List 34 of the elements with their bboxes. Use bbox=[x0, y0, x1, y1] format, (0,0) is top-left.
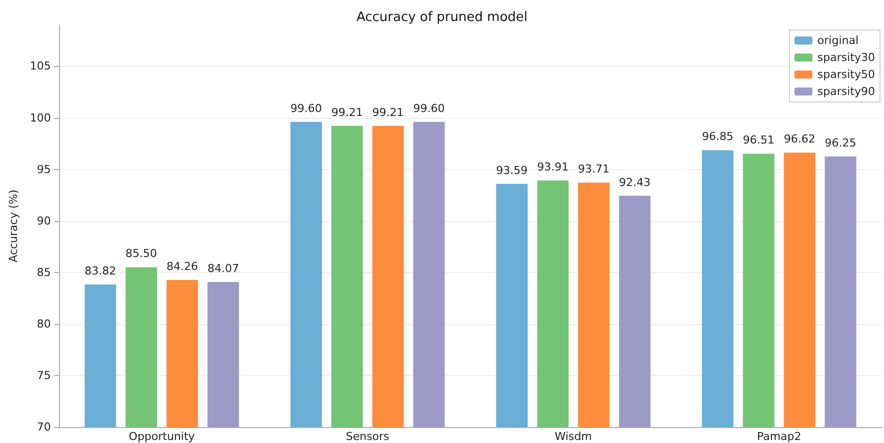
data-label: 96.51 bbox=[742, 134, 774, 147]
data-label: 96.62 bbox=[784, 132, 816, 146]
y-tick-label: 80 bbox=[36, 317, 51, 330]
legend-label: sparsity30 bbox=[817, 51, 876, 64]
y-tick-label: 105 bbox=[30, 60, 51, 73]
x-tick-label: Wisdm bbox=[554, 430, 592, 443]
data-label: 99.60 bbox=[413, 102, 445, 115]
y-tick-label: 85 bbox=[36, 266, 51, 279]
data-label: 93.71 bbox=[578, 162, 610, 176]
data-label: 85.50 bbox=[126, 247, 158, 260]
y-tick-label: 100 bbox=[30, 111, 51, 124]
y-tick-label: 95 bbox=[36, 162, 51, 176]
data-label: 99.21 bbox=[331, 106, 363, 119]
x-tick-label: Opportunity bbox=[128, 430, 196, 443]
data-label: 99.60 bbox=[290, 102, 322, 115]
data-label: 92.43 bbox=[619, 176, 651, 189]
y-tick-label: 90 bbox=[36, 214, 51, 228]
legend-label: sparsity50 bbox=[817, 68, 876, 81]
y-tick-label: 70 bbox=[36, 420, 51, 434]
data-label: 84.07 bbox=[207, 262, 239, 275]
data-label: 99.21 bbox=[372, 106, 404, 119]
data-label: 83.82 bbox=[84, 264, 116, 278]
legend-label: original bbox=[817, 34, 859, 47]
chart-title: Accuracy of pruned model bbox=[356, 10, 528, 25]
y-axis-title: Accuracy (%) bbox=[7, 190, 20, 262]
data-label: 93.91 bbox=[537, 160, 569, 174]
data-label: 96.25 bbox=[824, 136, 856, 150]
data-label: 96.85 bbox=[702, 130, 734, 144]
x-tick-label: Sensors bbox=[346, 430, 390, 443]
x-tick-label: Pamap2 bbox=[756, 430, 802, 443]
y-tick-label: 75 bbox=[36, 368, 51, 382]
data-label: 84.26 bbox=[166, 260, 198, 274]
data-label: 93.59 bbox=[496, 164, 528, 177]
legend-label: sparsity90 bbox=[817, 85, 876, 98]
